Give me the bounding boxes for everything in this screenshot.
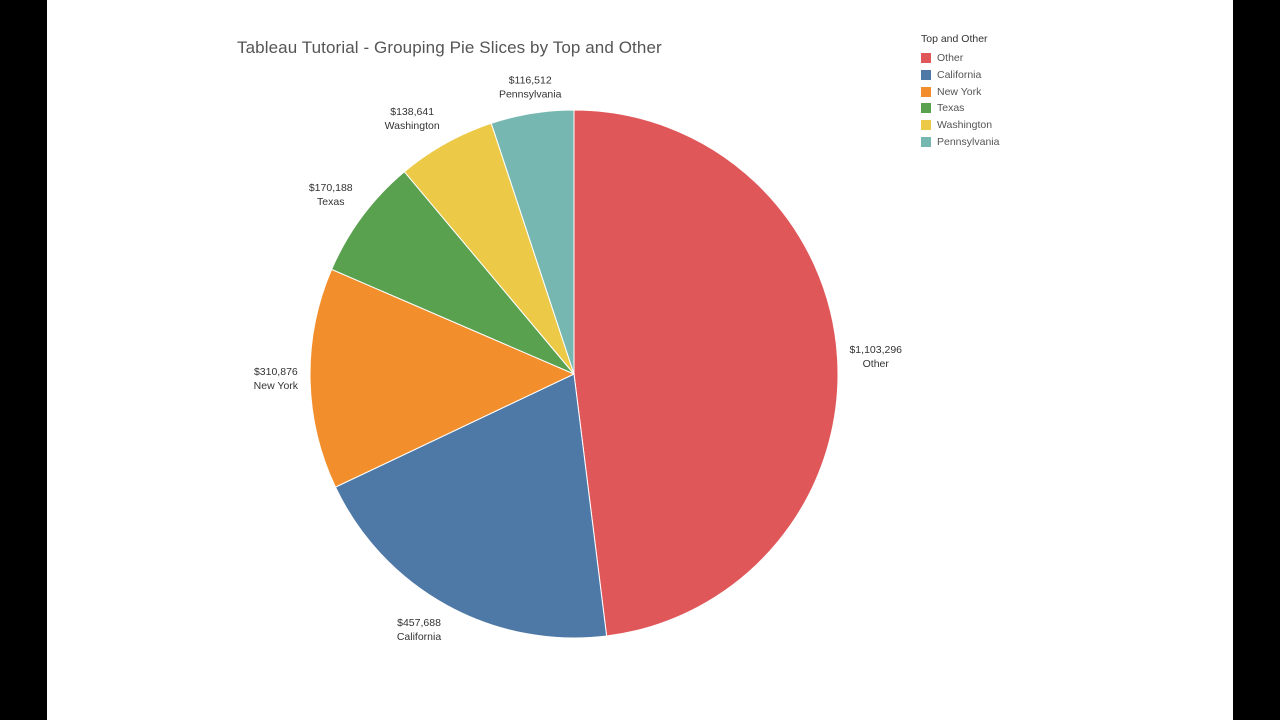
slice-label-washington: $138,641 Washington	[385, 106, 440, 132]
legend-item-california[interactable]: California	[921, 67, 999, 84]
legend-swatch-pennsylvania	[921, 136, 931, 147]
slice-name-other: Other	[863, 358, 890, 370]
slice-california[interactable]	[334, 373, 608, 639]
legend-item-texas[interactable]: Texas	[921, 100, 999, 117]
slice-name-texas: Texas	[317, 196, 344, 208]
slice-label-california: $457,688 California	[397, 617, 442, 643]
slice-value-texas: $170,188	[309, 182, 353, 194]
chart-canvas: Tableau Tutorial - Grouping Pie Slices b…	[47, 0, 1233, 720]
slice-name-california: California	[397, 631, 442, 643]
pie-labels: $1,103,296 Other $457,688 California $310,87…	[254, 74, 902, 642]
slice-texas[interactable]	[330, 171, 575, 375]
legend-swatch-other	[921, 53, 931, 64]
slice-other[interactable]	[573, 109, 839, 637]
legend-label-other: Other	[937, 52, 964, 65]
legend-label-texas: Texas	[937, 102, 965, 115]
slice-value-new-york: $310,876	[254, 366, 298, 378]
legend-swatch-washington	[921, 120, 931, 131]
legend-label-pennsylvania: Pennsylvania	[937, 135, 1000, 148]
slice-new-york[interactable]	[309, 268, 576, 488]
slice-value-pennsylvania: $116,512	[509, 74, 552, 86]
legend-item-washington[interactable]: Washington	[921, 117, 999, 134]
legend-item-other[interactable]: Other	[921, 50, 999, 67]
slice-label-pennsylvania: $116,512 Pennsylvania	[499, 74, 562, 100]
slice-name-new-york: New York	[254, 380, 299, 392]
pie-slices	[309, 109, 839, 639]
chart-title: Tableau Tutorial - Grouping Pie Slices b…	[237, 38, 662, 57]
slice-label-other: $1,103,296 Other	[849, 344, 902, 370]
slice-name-washington: Washington	[385, 120, 440, 132]
legend-swatch-california	[921, 70, 931, 81]
pie-chart: $1,103,296 Other $457,688 California $310,87…	[254, 74, 902, 642]
slice-value-other: $1,103,296	[849, 344, 902, 356]
legend: Top and Other Other California New York Tex…	[921, 33, 999, 150]
slice-value-washington: $138,641	[390, 106, 434, 118]
legend-label-washington: Washington	[937, 119, 993, 132]
legend-item-pennsylvania[interactable]: Pennsylvania	[921, 133, 999, 150]
legend-item-new-york[interactable]: New York	[921, 83, 999, 100]
legend-swatch-new-york	[921, 86, 931, 97]
slice-value-california: $457,688	[397, 617, 441, 629]
legend-swatch-texas	[921, 103, 931, 114]
legend-label-new-york: New York	[937, 85, 982, 98]
slice-name-pennsylvania: Pennsylvania	[499, 88, 562, 100]
slice-pennsylvania[interactable]	[490, 109, 575, 375]
slice-label-new-york: $310,876 New York	[254, 366, 299, 392]
legend-label-california: California	[937, 69, 982, 82]
legend-title: Top and Other	[921, 33, 988, 45]
slice-label-texas: $170,188 Texas	[309, 182, 353, 208]
legend-items: Other California New York Texas Washington Pe…	[921, 50, 999, 150]
